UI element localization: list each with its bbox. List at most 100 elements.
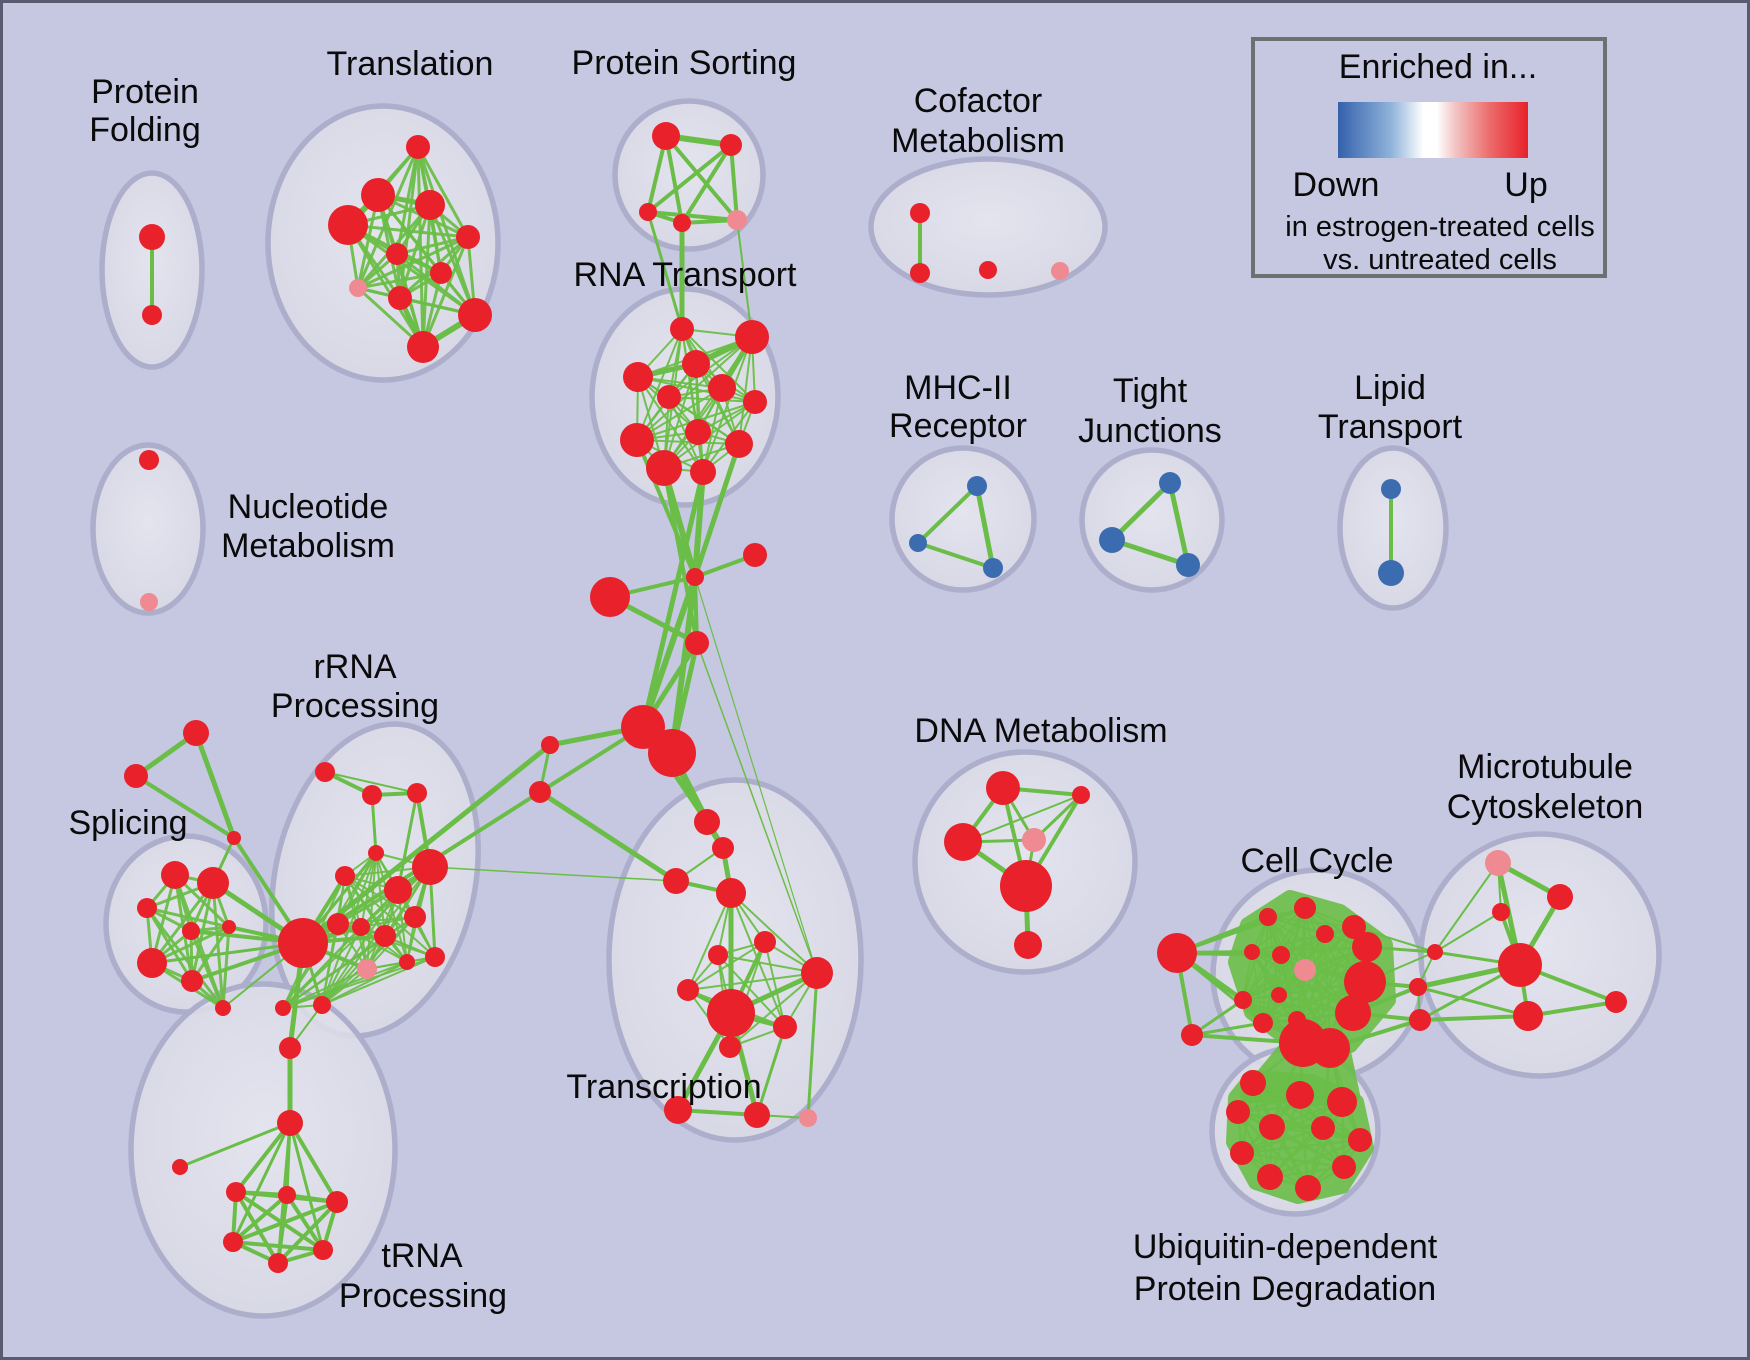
nodes — [124, 122, 1627, 1273]
gene-set-node-t2 — [361, 178, 395, 212]
gene-set-node-rt2 — [735, 320, 769, 354]
edge-t1-t10 — [416, 145, 477, 317]
gene-set-node-r16 — [275, 1000, 291, 1016]
gene-set-node-u11 — [1332, 1155, 1356, 1179]
edge-u8-u11 — [1240, 1151, 1346, 1169]
gene-set-node-r3 — [407, 783, 427, 803]
edge-c9-c13 — [1242, 954, 1282, 1001]
gene-set-node-t10 — [458, 298, 492, 332]
gene-set-node-ps1 — [652, 122, 680, 150]
gene-set-node-x11 — [719, 1036, 741, 1058]
edge-w2-x3 — [537, 789, 679, 884]
gene-set-node-t7 — [430, 262, 452, 284]
edge-sp2-sp6 — [150, 881, 215, 965]
gene-set-node-k8 — [268, 1253, 288, 1273]
cluster-ellipse-trna-processing — [128, 981, 398, 1319]
edge-k4-k9 — [234, 1190, 325, 1252]
edge-tj2-tj3 — [1109, 537, 1191, 568]
edge-c5-c20 — [1353, 926, 1436, 953]
cluster-label-trna-processing-0: tRNA — [381, 1237, 463, 1275]
gene-set-node-c3 — [1259, 908, 1277, 926]
edge-t1-t5 — [416, 145, 470, 239]
gene-set-node-rt6 — [657, 385, 681, 409]
edge-rt4-rt7 — [637, 376, 756, 403]
gene-set-node-c19 — [1409, 978, 1427, 996]
edge-rt1-rt9 — [636, 328, 683, 441]
gene-set-node-t5 — [456, 225, 480, 249]
edge-sp3-sp5 — [145, 906, 231, 929]
edge-rt4-rt12 — [637, 376, 704, 473]
cluster-label-tight-junctions-1: Junctions — [1078, 412, 1222, 450]
edge-c6-c8 — [1251, 933, 1326, 953]
gene-set-node-r13 — [399, 954, 415, 970]
gene-set-node-r15 — [313, 996, 331, 1014]
edge-tj1-tj3 — [1167, 480, 1191, 568]
gene-set-node-k4 — [226, 1182, 246, 1202]
gene-set-node-sp7 — [181, 970, 203, 992]
gene-set-node-w1 — [541, 736, 559, 754]
gene-set-node-k3 — [172, 1159, 188, 1175]
edge-c1-c4 — [1175, 906, 1307, 955]
gene-set-node-c5 — [1342, 915, 1366, 939]
cluster-label-nucleotide-metabolism-0: Nucleotide — [228, 488, 389, 526]
gene-set-node-pf1 — [139, 224, 165, 250]
gene-set-node-x2 — [712, 837, 734, 859]
gene-set-node-x12 — [664, 1096, 692, 1124]
edge-x10-x13 — [755, 1025, 787, 1117]
gene-set-node-k5 — [278, 1186, 296, 1204]
gene-set-node-c20 — [1427, 944, 1443, 960]
edge-x5-x7 — [687, 941, 766, 991]
edge-rt1-rt7 — [681, 328, 756, 403]
gene-set-node-g1 — [183, 720, 209, 746]
edge-x8-x11 — [729, 972, 818, 1048]
edge-k5-k7 — [231, 1193, 289, 1244]
edge-ps2-ps4 — [680, 143, 733, 225]
cluster-ellipse-nucleotide-metabolism — [90, 442, 206, 616]
gene-set-node-rt10 — [725, 430, 753, 458]
cluster-label-rrna-processing-0: rRNA — [313, 648, 396, 686]
gene-set-node-d1 — [986, 771, 1020, 805]
gene-set-node-x8 — [801, 957, 833, 989]
gene-set-node-r4 — [368, 845, 384, 861]
gene-set-node-c2 — [1181, 1024, 1203, 1046]
gene-set-node-c13 — [1234, 991, 1252, 1009]
edge-s1-x8 — [694, 576, 818, 974]
gene-set-node-u6 — [1311, 1116, 1335, 1140]
gene-set-node-rt12 — [690, 459, 716, 485]
gene-set-node-d2 — [1072, 786, 1090, 804]
gene-set-node-x13 — [744, 1102, 770, 1128]
gene-set-node-x4 — [716, 878, 746, 908]
edge-rt12-s4 — [640, 469, 706, 730]
gene-set-node-tj1 — [1159, 472, 1181, 494]
gene-set-node-t1 — [406, 135, 430, 159]
edge-c20-m3 — [1434, 911, 1502, 953]
gene-set-node-sp8 — [215, 1000, 231, 1016]
cluster-label-lipid-transport-1: Transport — [1318, 408, 1463, 446]
gene-set-node-c9 — [1272, 946, 1290, 964]
gene-set-node-x3 — [663, 868, 689, 894]
legend-note-line2: vs. untreated cells — [1323, 244, 1557, 276]
edge-x6-x8 — [717, 954, 818, 974]
gene-set-node-tj2 — [1099, 527, 1125, 553]
cluster-label-cell-cycle-0: Cell Cycle — [1240, 842, 1393, 880]
gene-set-node-ps4 — [673, 214, 691, 232]
edge-x7-x8 — [687, 972, 818, 991]
gene-set-node-sp2 — [197, 867, 229, 899]
gene-set-node-t8 — [349, 279, 367, 297]
edge-c21-m5 — [1418, 1014, 1530, 1022]
gene-set-node-r2 — [362, 785, 382, 805]
gene-set-node-t9 — [388, 286, 412, 310]
legend-down-label: Down — [1293, 166, 1380, 204]
gene-set-node-cf3 — [979, 261, 997, 279]
gene-set-node-m5 — [1513, 1001, 1543, 1031]
edge-rt5-rt12 — [702, 387, 723, 473]
legend-gradient-bar — [1338, 102, 1528, 158]
edge-ps2-ps5 — [729, 143, 739, 222]
edge-ps3-rt1 — [646, 210, 684, 331]
gene-set-node-s2 — [590, 577, 630, 617]
gene-set-node-m4 — [1498, 943, 1542, 987]
gene-set-node-u3 — [1327, 1087, 1357, 1117]
gene-set-node-s3 — [685, 631, 709, 655]
edge-t7-t8 — [356, 271, 443, 290]
